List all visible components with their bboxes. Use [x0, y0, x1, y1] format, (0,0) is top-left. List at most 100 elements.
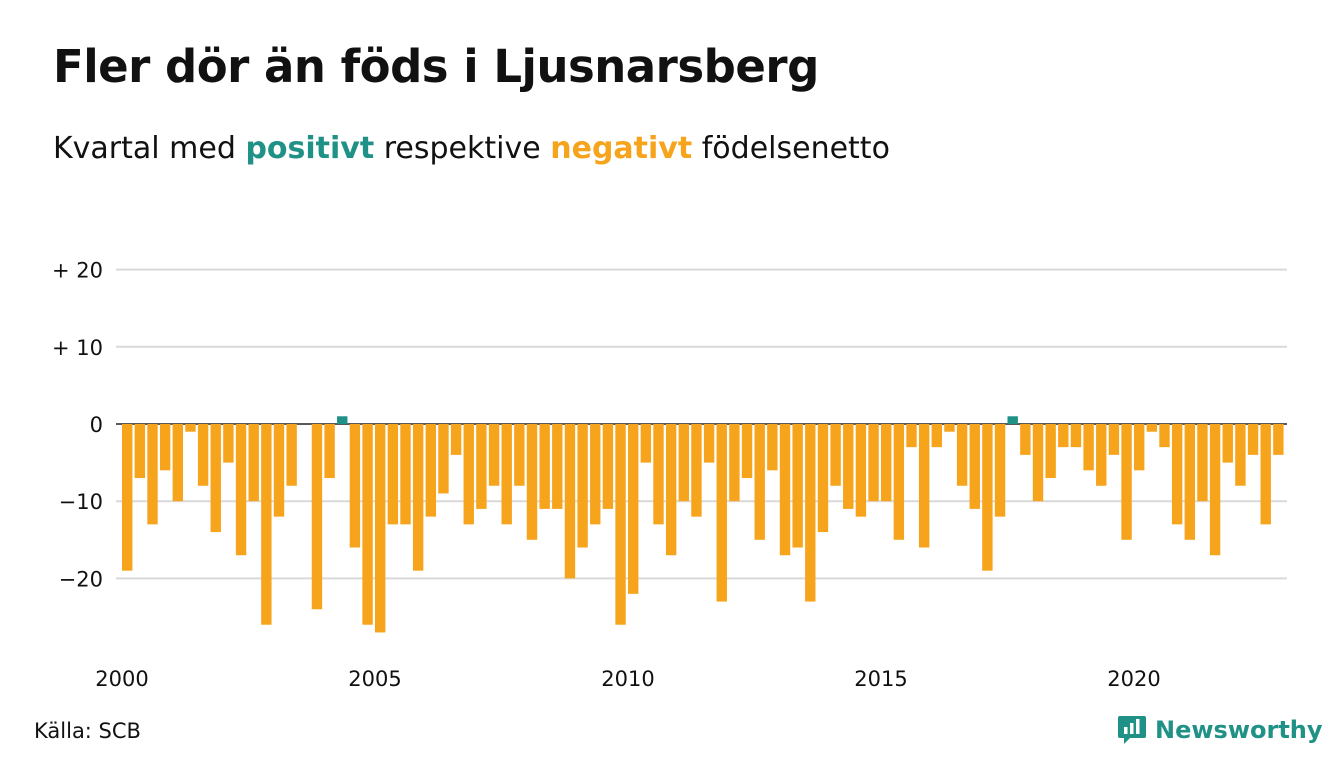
bar: [349, 424, 361, 548]
bar: [235, 424, 247, 556]
bar: [944, 424, 955, 432]
bar: [463, 424, 474, 525]
bar: [286, 424, 297, 486]
bar: [552, 424, 563, 509]
subtitle-suffix: födelsenetto: [701, 131, 890, 166]
bar: [703, 424, 715, 463]
bar: [1007, 416, 1018, 424]
bar: [1070, 424, 1082, 448]
bar: [678, 424, 689, 502]
y-tick-label: −20: [59, 567, 103, 591]
bar: [615, 424, 626, 625]
bar: [311, 424, 323, 610]
bar: [716, 424, 727, 602]
bar: [640, 424, 652, 463]
bar: [741, 424, 753, 479]
bar: [982, 424, 993, 571]
bar: [1146, 424, 1158, 432]
chart-title: Fler dör än föds i Ljusnarsberg: [53, 40, 819, 93]
bar: [918, 424, 930, 548]
x-axis-ticks: 2000 2005 2010 2015 2020: [95, 667, 1160, 691]
bar: [324, 424, 335, 479]
bar: [956, 424, 968, 486]
bar: [1045, 424, 1056, 479]
y-tick-label: + 10: [52, 336, 103, 360]
bar: [969, 424, 980, 509]
subtitle-negative-word: negativt: [550, 131, 693, 166]
bar-chart: + 20 + 10 0 −10 −20 2000 2005 2010 2015 2020: [52, 259, 1287, 691]
bar: [994, 424, 1006, 517]
bar: [779, 424, 791, 556]
bar: [564, 424, 576, 579]
bar: [577, 424, 588, 548]
chart-subtitle: Kvartal med positivt respektive negativt…: [53, 131, 890, 166]
bar: [868, 424, 879, 502]
x-tick-label: 2015: [854, 667, 907, 691]
source-note: Källa: SCB: [34, 719, 141, 743]
bar: [1159, 424, 1170, 448]
bar: [906, 424, 917, 448]
bar: [893, 424, 905, 540]
bar: [754, 424, 765, 540]
bar: [197, 424, 209, 486]
bar: [1222, 424, 1233, 463]
y-tick-label: −10: [59, 490, 103, 514]
bar: [122, 424, 133, 571]
bar: [273, 424, 285, 517]
bar: [767, 424, 778, 471]
bar: [514, 424, 525, 486]
bar: [628, 424, 639, 594]
bar: [501, 424, 512, 525]
bar: [881, 424, 892, 502]
bar: [1108, 424, 1120, 455]
bar: [1197, 424, 1208, 502]
bar: [1058, 424, 1069, 448]
bar: [1032, 424, 1044, 502]
subtitle-prefix: Kvartal med: [53, 131, 236, 166]
bar: [653, 424, 664, 525]
bar: [210, 424, 221, 533]
bar: [602, 424, 614, 509]
bar: [1171, 424, 1183, 525]
y-axis-ticks: + 20 + 10 0 −10 −20: [52, 259, 103, 592]
bar: [1235, 424, 1246, 486]
bar: [476, 424, 487, 509]
x-tick-label: 2000: [95, 667, 148, 691]
bar: [1247, 424, 1259, 455]
subtitle-positive-word: positivt: [245, 131, 375, 166]
y-tick-label: 0: [90, 413, 103, 437]
bar: [412, 424, 424, 571]
bar: [488, 424, 500, 486]
bar: [185, 424, 196, 432]
bar: [729, 424, 740, 502]
bar: [805, 424, 816, 602]
brand-name: Newsworthy: [1155, 716, 1323, 744]
newsworthy-logo-icon: [1118, 716, 1146, 744]
bar: [438, 424, 449, 494]
bar: [400, 424, 411, 525]
bar: [223, 424, 234, 463]
bar: [1184, 424, 1195, 540]
bar: [159, 424, 171, 471]
bar: [147, 424, 158, 525]
x-tick-label: 2020: [1107, 667, 1160, 691]
bar: [817, 424, 829, 533]
x-tick-label: 2005: [348, 667, 401, 691]
bar: [375, 424, 386, 633]
brand-logo: Newsworthy: [1117, 714, 1323, 746]
bar: [362, 424, 373, 625]
y-tick-label: + 20: [52, 259, 103, 283]
subtitle-middle: respektive: [383, 131, 541, 166]
bar: [526, 424, 538, 540]
bar: [387, 424, 399, 525]
bar: [425, 424, 436, 517]
bar: [855, 424, 867, 517]
bar: [261, 424, 272, 625]
bar: [1209, 424, 1221, 556]
bar: [1020, 424, 1031, 455]
bar: [248, 424, 259, 502]
bar: [590, 424, 601, 525]
bar: [830, 424, 841, 486]
bar: [134, 424, 146, 479]
bar: [1096, 424, 1107, 486]
